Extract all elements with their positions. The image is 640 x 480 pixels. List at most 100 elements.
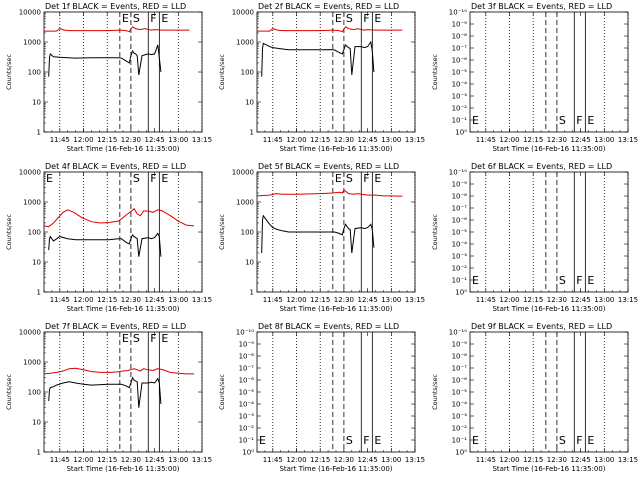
chart-panel-2: Det 2f BLACK = Events, RED = LLD Counts/s…	[218, 2, 425, 153]
chart-title: Det 1f BLACK = Events, RED = LLD	[45, 2, 186, 11]
marker-label-e: E	[122, 332, 129, 345]
marker-label-e: E	[122, 12, 129, 25]
y-tick-label: 10⁻⁴	[452, 401, 468, 409]
x-axis-label: Start Time (16-Feb-16 11:35:00)	[279, 145, 392, 153]
marker-label-f: F	[576, 274, 582, 287]
y-axis-label: Counts/sec	[431, 214, 439, 250]
series-line-events	[261, 40, 375, 77]
y-tick-label: 10⁻¹⁰	[449, 329, 467, 337]
series-line-lld	[43, 367, 195, 375]
chart-title: Det 9f BLACK = Events, RED = LLD	[471, 322, 612, 331]
x-tick-label: 12:00	[73, 456, 93, 464]
y-axis-label: Counts/sec	[431, 54, 439, 90]
y-tick-label: 10⁻⁵	[452, 69, 468, 77]
x-tick-label: 12:45	[145, 136, 165, 144]
y-tick-label: 10⁻³	[452, 413, 468, 421]
marker-label-f: F	[363, 12, 369, 25]
x-tick-label: 12:00	[73, 296, 93, 304]
x-tick-label: 13:00	[381, 456, 401, 464]
x-tick-label: 12:45	[571, 296, 591, 304]
marker-label-e: E	[374, 434, 381, 447]
marker-label-e: E	[259, 434, 266, 447]
x-tick-label: 12:15	[97, 456, 117, 464]
x-axis-label: Start Time (16-Feb-16 11:35:00)	[279, 305, 392, 313]
x-tick-label: 13:00	[594, 136, 614, 144]
y-tick-label: 10⁻²	[452, 265, 468, 273]
y-tick-label: 10⁰	[455, 449, 467, 457]
x-tick-label: 12:15	[310, 136, 330, 144]
x-tick-label: 12:15	[310, 296, 330, 304]
y-tick-label: 10⁻¹	[452, 277, 468, 285]
y-tick-label: 10⁻³	[239, 413, 255, 421]
x-tick-label: 13:00	[381, 296, 401, 304]
y-tick-label: 10⁻²	[452, 105, 468, 113]
x-tick-label: 12:00	[499, 136, 519, 144]
x-tick-label: 12:30	[547, 456, 567, 464]
series-line-lld	[44, 26, 190, 33]
marker-label-e: E	[587, 434, 594, 447]
marker-label-f: F	[150, 332, 156, 345]
x-tick-label: 12:45	[358, 136, 378, 144]
x-tick-label: 12:30	[547, 136, 567, 144]
y-axis-label: Counts/sec	[431, 374, 439, 410]
x-tick-label: 12:30	[121, 456, 141, 464]
y-tick-label: 10000	[19, 329, 41, 337]
x-axis-label: Start Time (16-Feb-16 11:35:00)	[66, 465, 179, 473]
x-tick-label: 13:15	[618, 136, 638, 144]
x-tick-label: 13:15	[618, 296, 638, 304]
y-tick-label: 10⁻⁶	[452, 377, 468, 385]
y-tick-label: 100	[241, 229, 254, 237]
marker-label-s: S	[346, 172, 353, 185]
y-tick-label: 10000	[232, 9, 254, 17]
y-tick-label: 10⁻¹⁰	[449, 169, 467, 177]
marker-label-e: E	[161, 172, 168, 185]
x-axis-label: Start Time (16-Feb-16 11:35:00)	[492, 305, 605, 313]
x-tick-label: 12:45	[571, 136, 591, 144]
x-tick-label: 12:00	[73, 136, 93, 144]
x-tick-label: 12:45	[145, 456, 165, 464]
y-tick-label: 10	[32, 99, 41, 107]
series-line-lld	[43, 207, 195, 228]
y-tick-label: 10⁰	[455, 289, 467, 297]
x-tick-label: 13:00	[168, 456, 188, 464]
x-axis-label: Start Time (16-Feb-16 11:35:00)	[66, 145, 179, 153]
y-tick-label: 1000	[23, 39, 41, 47]
chart-panel-9: Det 9f BLACK = Events, RED = LLD Counts/s…	[431, 322, 638, 473]
y-tick-label: 10⁻⁷	[239, 365, 255, 373]
x-tick-label: 11:45	[263, 456, 283, 464]
marker-label-s: S	[559, 434, 566, 447]
chart-title: Det 7f BLACK = Events, RED = LLD	[45, 322, 186, 331]
y-tick-label: 10⁻¹	[239, 437, 255, 445]
chart-panel-5: Det 5f BLACK = Events, RED = LLD Counts/s…	[218, 162, 425, 313]
y-tick-label: 10⁰	[242, 449, 254, 457]
x-tick-label: 12:15	[523, 136, 543, 144]
x-tick-label: 12:45	[571, 456, 591, 464]
chart-panel-3: Det 3f BLACK = Events, RED = LLD Counts/s…	[431, 2, 638, 153]
series-line-lld	[257, 26, 403, 33]
x-tick-label: 11:45	[476, 296, 496, 304]
y-tick-label: 1	[37, 449, 41, 457]
y-tick-label: 10⁻⁶	[452, 217, 468, 225]
y-tick-label: 1	[250, 289, 254, 297]
x-tick-label: 13:00	[594, 296, 614, 304]
y-tick-label: 10⁻⁸	[239, 353, 255, 361]
chart-panel-6: Det 6f BLACK = Events, RED = LLD Counts/s…	[431, 162, 638, 313]
y-tick-label: 10⁻⁵	[239, 389, 255, 397]
y-tick-label: 10⁻⁹	[239, 341, 255, 349]
y-tick-label: 10⁻⁴	[452, 81, 468, 89]
x-tick-label: 12:30	[121, 136, 141, 144]
marker-label-s: S	[133, 332, 140, 345]
y-tick-label: 100	[28, 389, 41, 397]
x-tick-label: 13:00	[594, 456, 614, 464]
x-tick-label: 13:00	[168, 136, 188, 144]
marker-label-e: E	[472, 434, 479, 447]
y-tick-label: 10	[32, 259, 41, 267]
series-line-events	[48, 376, 162, 408]
x-tick-label: 13:15	[192, 136, 212, 144]
y-tick-label: 10⁻¹	[452, 117, 468, 125]
y-tick-label: 10⁻⁴	[239, 401, 255, 409]
x-tick-label: 12:00	[286, 296, 306, 304]
marker-label-e: E	[161, 332, 168, 345]
y-axis-label: Counts/sec	[218, 374, 226, 410]
